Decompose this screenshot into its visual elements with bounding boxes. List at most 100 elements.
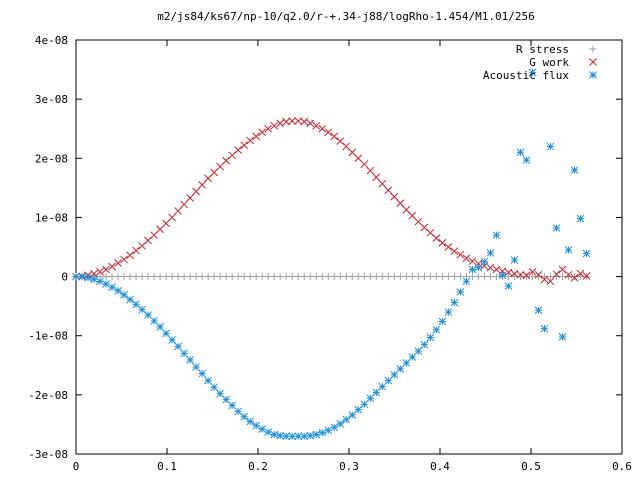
data-point (438, 317, 447, 326)
data-point (378, 382, 387, 391)
data-point (480, 273, 488, 281)
data-point (456, 250, 465, 259)
data-point (582, 272, 591, 280)
data-point (366, 166, 375, 175)
data-point (156, 273, 164, 281)
data-point (462, 254, 471, 263)
data-point (552, 270, 561, 279)
x-tick-label: 0.1 (157, 460, 177, 473)
data-point (288, 432, 297, 441)
data-point (294, 432, 303, 441)
data-point (306, 273, 314, 281)
data-point (210, 273, 218, 281)
data-point (240, 412, 249, 421)
data-point (198, 369, 206, 378)
data-point (162, 329, 170, 338)
data-point (276, 119, 285, 128)
data-point (210, 168, 218, 177)
data-point (438, 273, 446, 281)
legend-marker (589, 58, 597, 66)
legend-label: R stress (516, 43, 569, 56)
data-point (330, 423, 339, 432)
data-point (186, 194, 194, 202)
data-point (174, 207, 182, 215)
data-point (492, 273, 500, 281)
data-point (462, 277, 471, 286)
data-point (348, 273, 356, 281)
data-point (312, 121, 321, 130)
data-point (414, 347, 423, 355)
data-point (270, 273, 278, 281)
data-point (486, 273, 494, 281)
data-point (516, 148, 525, 157)
data-point (522, 156, 531, 164)
data-point (324, 128, 333, 137)
data-point (318, 273, 326, 281)
data-point (324, 426, 333, 435)
data-point (534, 270, 543, 279)
data-point (108, 273, 116, 281)
data-point (564, 246, 573, 254)
data-point (132, 246, 140, 255)
data-point (318, 124, 327, 133)
data-point (384, 273, 392, 281)
data-point (102, 265, 110, 274)
y-tick-label: 2e-08 (35, 152, 68, 165)
data-point (354, 273, 362, 281)
data-point (300, 117, 309, 126)
data-point (72, 272, 80, 281)
data-point (432, 325, 441, 334)
data-point (126, 273, 134, 281)
data-point (378, 273, 386, 281)
data-point (186, 356, 194, 364)
data-point (468, 273, 476, 281)
data-point (498, 271, 507, 280)
data-point (198, 181, 206, 189)
data-point (168, 213, 176, 222)
series-r-stress (72, 273, 591, 281)
data-point (546, 142, 555, 151)
data-point (150, 317, 158, 325)
data-point (294, 117, 303, 125)
data-point (228, 273, 236, 281)
data-point (282, 432, 291, 441)
data-point (390, 273, 398, 281)
data-point (360, 400, 369, 409)
data-point (438, 239, 447, 247)
data-point (234, 273, 242, 281)
data-point (474, 263, 483, 272)
data-point (324, 273, 332, 281)
data-point (510, 269, 519, 278)
data-point (492, 265, 501, 274)
data-point (426, 333, 435, 342)
data-point (312, 430, 321, 439)
y-tick-label: 4e-08 (35, 34, 68, 47)
data-point (432, 273, 440, 281)
y-tick-label: 3e-08 (35, 93, 68, 106)
data-point (384, 186, 393, 195)
data-point (570, 166, 579, 174)
data-point (576, 214, 585, 223)
data-point (144, 273, 152, 281)
data-point (510, 256, 519, 264)
data-point (276, 273, 284, 281)
data-point (270, 430, 279, 439)
data-point (396, 364, 405, 373)
data-point (378, 179, 387, 188)
series-g-work (72, 117, 591, 286)
y-tick-label: -2e-08 (28, 389, 68, 402)
data-point (582, 249, 591, 258)
x-tick-label: 0 (73, 460, 80, 473)
data-point (414, 273, 422, 281)
data-point (414, 217, 423, 226)
data-point (138, 273, 146, 281)
data-point (150, 273, 158, 281)
data-point (264, 428, 273, 436)
data-point (252, 273, 260, 281)
data-point (264, 273, 272, 281)
data-point (540, 275, 549, 284)
data-point (492, 231, 501, 240)
data-point (558, 273, 566, 281)
data-point (264, 124, 273, 133)
